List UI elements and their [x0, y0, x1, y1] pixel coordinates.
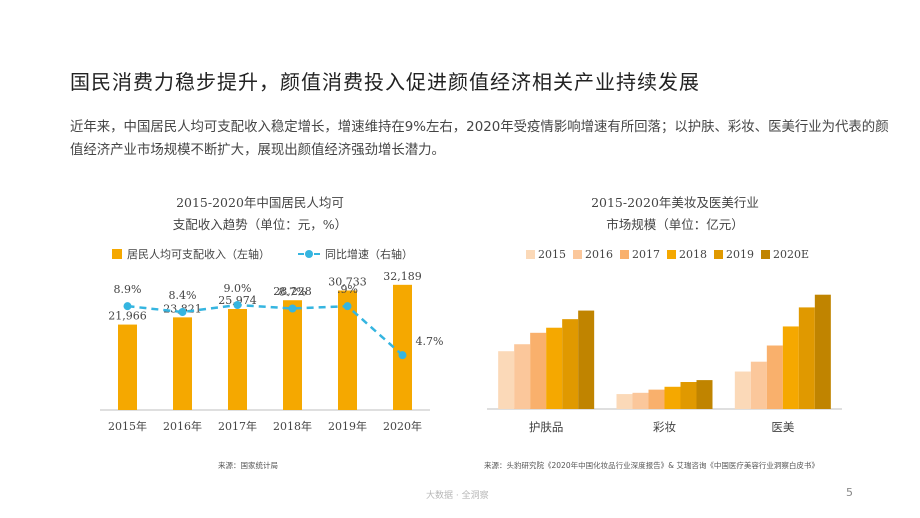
growth-point: [343, 302, 352, 311]
growth-point-label: 8.9%: [114, 283, 142, 296]
income-bar-label: 28,228: [273, 285, 312, 298]
market-x-tick-label: 护肤品: [529, 420, 564, 434]
market-bar: [648, 389, 665, 409]
legend-label: 2020E: [773, 248, 810, 261]
market-bar: [696, 380, 713, 409]
market-chart-title-line1: 2015-2020年美妆及医美行业: [591, 195, 759, 210]
market-bar: [782, 326, 799, 409]
income-bar-label: 25,974: [218, 294, 257, 307]
income-chart-title-line1: 2015-2020年中国居民人均可: [176, 195, 344, 210]
legend-item-2015: 2015: [526, 248, 566, 261]
income-bar: [283, 300, 302, 410]
market-bar: [514, 344, 531, 409]
growth-point-label: 9.0%: [224, 282, 252, 295]
income-bar: [338, 290, 357, 410]
legend-swatch-icon: [620, 250, 629, 259]
income-bar-label: 32,189: [383, 270, 422, 283]
market-bar: [530, 332, 547, 409]
growth-point-label: .9%: [337, 283, 358, 296]
legend-item-2016: 2016: [573, 248, 613, 261]
market-chart: 护肤品 彩妆 医美: [487, 294, 842, 434]
page-title: 国民消费力稳步提升，颜值消费投入促进颜值经济相关产业持续发展: [70, 70, 700, 94]
legend-item-2018: 2018: [667, 248, 707, 261]
legend-label: 2018: [679, 248, 707, 261]
market-bar: [798, 307, 815, 409]
income-chart-legend: 居民人均可支配收入（左轴） 同比增速（右轴）: [112, 246, 413, 262]
market-bar: [616, 394, 633, 409]
income-bar-label: 21,966: [108, 310, 147, 323]
legend-label-growth: 同比增速（右轴）: [325, 248, 413, 261]
growth-point: [233, 301, 242, 309]
growth-point-label: 8.4%: [169, 289, 197, 302]
market-chart-legend: 2015 2016 2017 2018 2019 2020E: [526, 248, 809, 261]
growth-line: [127, 303, 404, 357]
legend-item-2017: 2017: [620, 248, 660, 261]
legend-swatch-icon: [526, 250, 535, 259]
legend-label-income: 居民人均可支配收入（左轴）: [127, 248, 270, 261]
legend-item-growth: 同比增速（右轴）: [298, 246, 413, 262]
market-bar: [814, 294, 831, 409]
page-number: 5: [846, 486, 853, 499]
income-chart: 21,9662015年23,8212016年25,9742017年28,2282…: [100, 270, 443, 433]
legend-swatch-icon: [761, 250, 770, 259]
legend-label: 2019: [726, 248, 754, 261]
growth-point: [123, 302, 132, 311]
legend-swatch-icon: [573, 250, 582, 259]
income-x-tick-label: 2018年: [273, 419, 312, 433]
market-bar: [766, 345, 783, 409]
footer-brand: 大数据 · 全洞察: [426, 491, 489, 501]
income-x-tick-label: 2016年: [163, 419, 202, 433]
market-bar: [734, 371, 751, 409]
market-bar: [546, 327, 563, 409]
market-bar: [578, 310, 595, 409]
market-bar: [498, 351, 515, 409]
legend-item-2020e: 2020E: [761, 248, 809, 261]
legend-swatch-line-icon: [298, 250, 320, 258]
growth-point: [398, 351, 407, 360]
growth-point: [288, 304, 297, 313]
income-x-tick-label: 2019年: [328, 419, 367, 433]
intro-text: 近年来，中国居民人均可支配收入稳定增长，增速维持在9%左右，2020年受疫情影响…: [70, 120, 889, 158]
market-x-tick-label: 彩妆: [653, 420, 676, 434]
income-bar-label: 30,733: [328, 275, 367, 288]
legend-label: 2016: [585, 248, 613, 261]
market-bar: [750, 361, 767, 409]
market-chart-source: 来源：头豹研究院《2020年中国化妆品行业深度报告》& 艾瑞咨询《中国医疗美容行…: [484, 461, 819, 470]
growth-point-label: 8.7%: [279, 286, 307, 299]
income-bar: [118, 324, 137, 410]
growth-point: [178, 308, 187, 316]
legend-label: 2015: [538, 248, 566, 261]
income-x-tick-label: 2015年: [108, 419, 147, 433]
market-bar: [632, 392, 649, 409]
income-bar: [393, 284, 412, 410]
growth-point-label: 4.7%: [416, 335, 444, 348]
income-chart-title: 2015-2020年中国居民人均可 支配收入趋势（单位：元，%）: [90, 192, 430, 236]
market-chart-title: 2015-2020年美妆及医美行业 市场规模（单位：亿元）: [500, 192, 850, 236]
income-bar: [173, 317, 192, 410]
market-bar: [664, 386, 681, 409]
legend-swatch-icon: [714, 250, 723, 259]
legend-swatch-bar-icon: [112, 249, 122, 259]
income-x-tick-label: 2017年: [218, 419, 257, 433]
market-bar: [562, 319, 579, 409]
market-bar: [680, 382, 697, 409]
market-x-tick-label: 医美: [771, 420, 794, 434]
income-x-tick-label: 2020年: [383, 419, 422, 433]
legend-swatch-icon: [667, 250, 676, 259]
income-chart-source: 来源：国家统计局: [218, 461, 278, 470]
legend-item-income: 居民人均可支配收入（左轴）: [112, 246, 270, 262]
legend-item-2019: 2019: [714, 248, 754, 261]
income-bar: [228, 308, 247, 410]
legend-label: 2017: [632, 248, 660, 261]
market-chart-title-line2: 市场规模（单位：亿元）: [606, 217, 744, 232]
income-chart-title-line2: 支配收入趋势（单位：元，%）: [172, 217, 348, 232]
